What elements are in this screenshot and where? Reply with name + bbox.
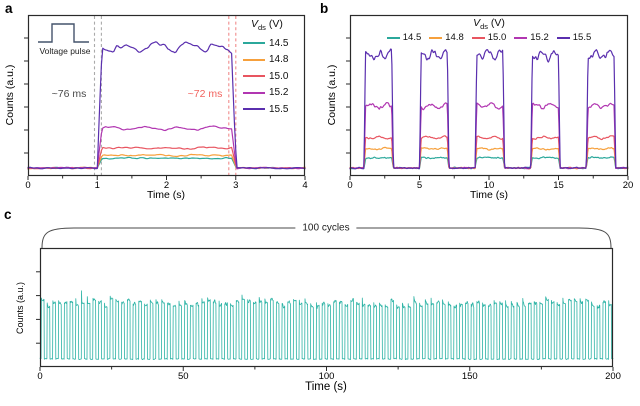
panel-a-xaxis-title: Time (s) bbox=[146, 189, 186, 201]
panel-a-yaxis-title: Counts (a.u.) bbox=[4, 64, 16, 126]
series-color-swatch bbox=[556, 36, 570, 39]
legend-title: Vds (V) bbox=[473, 17, 505, 32]
x-tick-label: 50 bbox=[177, 371, 189, 382]
x-tick-label: 0 bbox=[37, 371, 43, 382]
x-tick-label: 0 bbox=[347, 180, 353, 191]
x-tick-label: 4 bbox=[302, 180, 308, 191]
panel-b-yaxis-title: Counts (a.u.) bbox=[326, 64, 338, 126]
legend-item: 14.8 bbox=[243, 52, 305, 69]
x-tick-label: 200 bbox=[605, 371, 621, 382]
x-tick-label: 1 bbox=[94, 180, 100, 191]
series-color-swatch bbox=[514, 36, 528, 39]
panel-a-legend: Vds (V) 14.5 14.8 15.0 15.2 15.5 bbox=[243, 18, 305, 118]
panel-b-chart bbox=[346, 14, 629, 180]
series-color-swatch bbox=[243, 58, 265, 61]
cycles-annotation: 100 cycles bbox=[295, 222, 357, 234]
panel-c-label: c bbox=[4, 207, 12, 222]
series-color-swatch bbox=[243, 75, 265, 78]
series-color-swatch bbox=[471, 36, 485, 39]
panel-c-yaxis-title: Counts (a.u.) bbox=[15, 281, 25, 335]
panel-c-xaxis-title: Time (s) bbox=[305, 381, 347, 393]
x-tick-label: 150 bbox=[461, 371, 478, 382]
series-color-swatch bbox=[429, 36, 443, 39]
legend-item: 14.5 bbox=[243, 35, 305, 52]
x-tick-label: 2 bbox=[163, 180, 170, 191]
series-color-swatch bbox=[243, 91, 265, 94]
legend-item: 15.0 bbox=[243, 68, 305, 85]
x-tick-label: 10 bbox=[483, 180, 495, 191]
series-color-swatch bbox=[243, 108, 265, 111]
x-tick-label: 5 bbox=[416, 180, 423, 191]
legend-item: 15.2 bbox=[243, 85, 305, 102]
panel-b-label: b bbox=[320, 1, 329, 16]
x-tick-label: 20 bbox=[622, 180, 634, 191]
series-color-swatch bbox=[243, 42, 265, 45]
legend-item: 14.8 bbox=[429, 32, 464, 43]
panel-b-xaxis-title: Time (s) bbox=[469, 189, 509, 201]
voltage-pulse-inset-label: Voltage pulse bbox=[39, 46, 91, 56]
panel-a-label: a bbox=[5, 1, 13, 16]
legend-title: Vds (V) bbox=[251, 18, 283, 33]
series-color-swatch bbox=[386, 36, 400, 39]
voltage-pulse-inset-icon bbox=[38, 23, 89, 43]
legend-item: 14.5 bbox=[386, 32, 421, 43]
x-tick-label: 0 bbox=[25, 180, 31, 191]
legend-item: 15.0 bbox=[471, 32, 506, 43]
x-tick-label: 3 bbox=[233, 180, 239, 191]
rise-time-annotation: ~76 ms bbox=[51, 88, 87, 100]
panel-c-chart bbox=[36, 247, 614, 371]
legend-item: 15.2 bbox=[514, 32, 549, 43]
legend-item: 15.5 bbox=[243, 101, 305, 118]
fall-time-annotation: ~72 ms bbox=[187, 88, 223, 100]
legend-item: 15.5 bbox=[556, 32, 591, 43]
x-tick-label: 15 bbox=[553, 180, 564, 191]
panel-b-legend: Vds (V) 14.5 14.8 15.0 15.2 15.5 bbox=[350, 17, 628, 43]
x-tick-label: 100 bbox=[318, 371, 335, 382]
panel-a-chart bbox=[24, 14, 306, 180]
